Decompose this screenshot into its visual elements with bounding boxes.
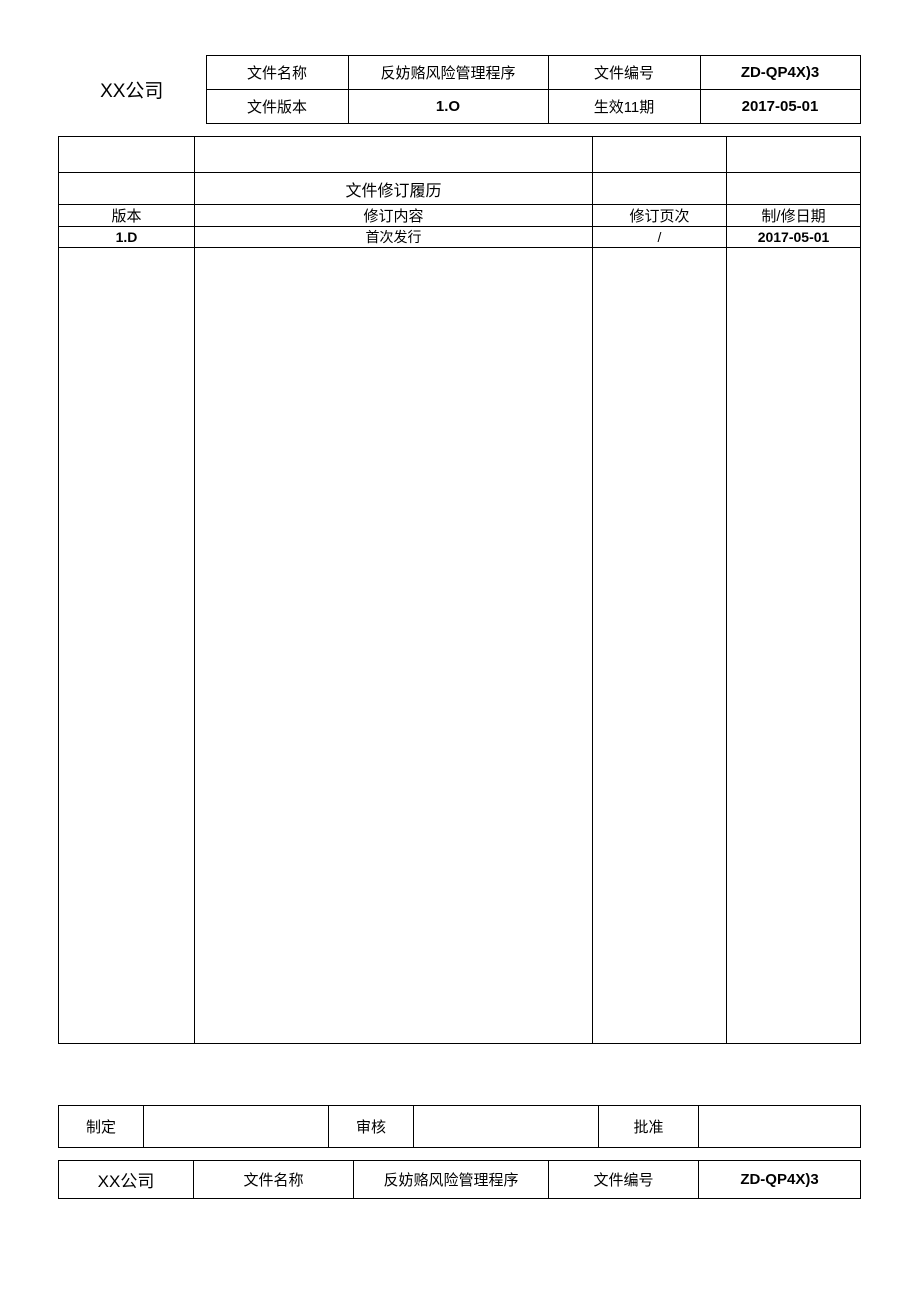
header-docnum-label: 文件编号 bbox=[548, 56, 700, 90]
empty-body-cell bbox=[195, 248, 593, 1044]
document-footer-table: XX公司 文件名称 反妨赂风险管理程序 文件编号 ZD-QP4X)3 bbox=[58, 1160, 861, 1199]
revision-col-content: 修订内容 bbox=[195, 205, 593, 227]
footer-company-name: XX公司 bbox=[59, 1161, 194, 1199]
empty-cell bbox=[593, 137, 727, 173]
header-version-value: 1.O bbox=[348, 90, 548, 124]
company-name-cell: XX公司 bbox=[58, 56, 206, 124]
revision-col-date: 制/修日期 bbox=[727, 205, 861, 227]
header-docnum-value: ZD-QP4X)3 bbox=[700, 56, 860, 90]
approval-approved-label: 批准 bbox=[599, 1106, 699, 1148]
empty-body-cell bbox=[59, 248, 195, 1044]
approval-approved-value bbox=[699, 1106, 861, 1148]
approval-prepared-value bbox=[144, 1106, 329, 1148]
approval-prepared-label: 制定 bbox=[59, 1106, 144, 1148]
approval-signature-table: 制定 审核 批准 bbox=[58, 1105, 861, 1148]
revision-col-page: 修订页次 bbox=[593, 205, 727, 227]
revision-row-page: / bbox=[593, 227, 727, 248]
empty-cell bbox=[195, 137, 593, 173]
document-header-table: XX公司 文件名称 反妨赂风险管理程序 文件编号 ZD-QP4X)3 文件版本 … bbox=[58, 55, 861, 124]
empty-cell bbox=[59, 173, 195, 205]
header-docname-label: 文件名称 bbox=[206, 56, 348, 90]
footer-docname-label: 文件名称 bbox=[194, 1161, 354, 1199]
revision-row-date: 2017-05-01 bbox=[727, 227, 861, 248]
approval-reviewed-label: 审核 bbox=[329, 1106, 414, 1148]
header-version-label: 文件版本 bbox=[206, 90, 348, 124]
empty-cell bbox=[593, 173, 727, 205]
empty-cell bbox=[727, 137, 861, 173]
revision-history-table: 文件修订履历 版本 修订内容 修订页次 制/修日期 1.D 首次发行 / 201… bbox=[58, 136, 861, 1044]
empty-cell bbox=[59, 137, 195, 173]
footer-docnum-value: ZD-QP4X)3 bbox=[699, 1161, 861, 1199]
revision-row-content: 首次发行 bbox=[195, 227, 593, 248]
footer-docnum-label: 文件编号 bbox=[549, 1161, 699, 1199]
empty-body-cell bbox=[727, 248, 861, 1044]
revision-row-version: 1.D bbox=[59, 227, 195, 248]
header-effdate-label: 生效11期 bbox=[548, 90, 700, 124]
header-docname-value: 反妨赂风险管理程序 bbox=[348, 56, 548, 90]
header-effdate-value: 2017-05-01 bbox=[700, 90, 860, 124]
empty-body-cell bbox=[593, 248, 727, 1044]
empty-cell bbox=[727, 173, 861, 205]
approval-reviewed-value bbox=[414, 1106, 599, 1148]
revision-title: 文件修订履历 bbox=[195, 173, 593, 205]
footer-docname-value: 反妨赂风险管理程序 bbox=[354, 1161, 549, 1199]
revision-col-version: 版本 bbox=[59, 205, 195, 227]
